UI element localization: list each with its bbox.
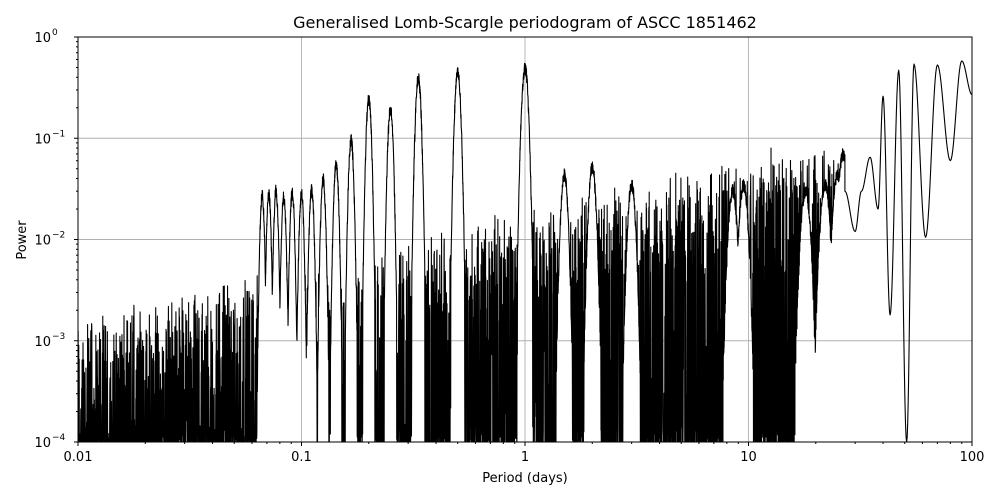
y-axis-label: Power bbox=[15, 220, 30, 260]
x-tick-label: 100 bbox=[960, 450, 985, 465]
y-tick-label: 10 −1 bbox=[34, 129, 65, 147]
x-tick-label: 0.1 bbox=[291, 450, 312, 465]
y-tick-label: 10 0 bbox=[34, 28, 58, 46]
plot-area bbox=[77, 60, 973, 443]
y-tick-exponent: −1 bbox=[52, 129, 65, 139]
y-tick-exponent: −3 bbox=[52, 332, 65, 342]
y-tick-base: 10 bbox=[34, 436, 51, 451]
power-series-line bbox=[77, 60, 973, 443]
y-tick-exponent: −2 bbox=[52, 231, 65, 241]
y-tick-exponent: 0 bbox=[52, 28, 58, 38]
x-tick-label: 10 bbox=[740, 450, 757, 465]
y-tick-base: 10 bbox=[34, 335, 51, 350]
x-tick-labels: 0.01 0.1 1 10 100 bbox=[64, 450, 985, 465]
y-tick-base: 10 bbox=[34, 31, 51, 46]
y-tick-label: 10 −3 bbox=[34, 332, 65, 350]
y-tick-base: 10 bbox=[34, 132, 51, 147]
axis-ticks bbox=[74, 36, 973, 446]
y-tick-label: 10 −2 bbox=[34, 231, 65, 249]
y-tick-base: 10 bbox=[34, 234, 51, 249]
y-tick-exponent: −4 bbox=[52, 433, 66, 443]
x-tick-label: 1 bbox=[521, 450, 529, 465]
chart-title: Generalised Lomb-Scargle periodogram of … bbox=[293, 13, 757, 32]
y-tick-label: 10 −4 bbox=[34, 433, 65, 451]
x-axis-label: Period (days) bbox=[482, 471, 568, 486]
x-tick-label: 0.01 bbox=[64, 450, 93, 465]
